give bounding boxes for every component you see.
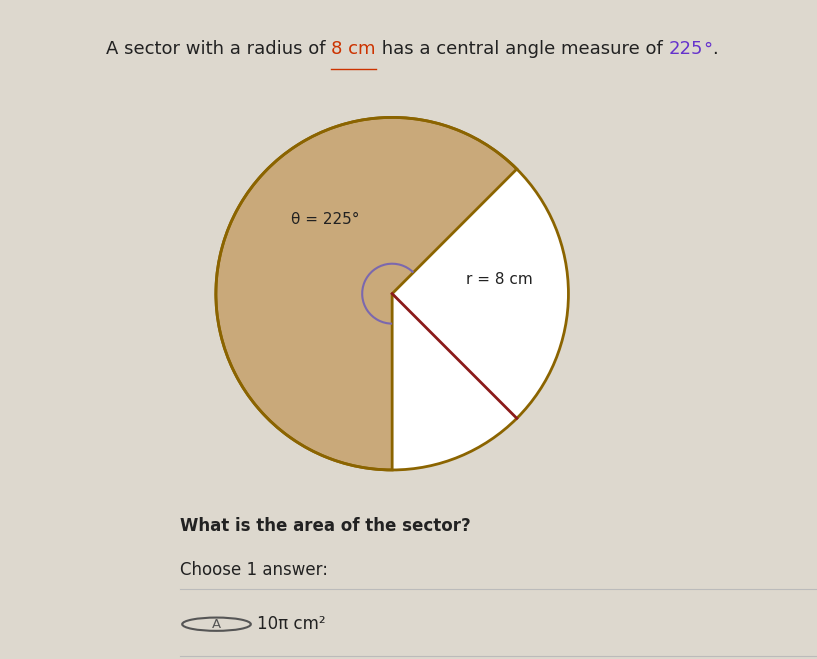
Text: 10π cm²: 10π cm² [257,616,326,633]
Text: r = 8 cm: r = 8 cm [467,272,533,287]
Text: What is the area of the sector?: What is the area of the sector? [180,517,471,534]
Text: 225: 225 [668,40,703,59]
Text: A: A [212,617,221,631]
Text: 8 cm: 8 cm [332,40,376,59]
Text: .: . [712,40,718,59]
Text: has a central angle measure of: has a central angle measure of [376,40,668,59]
Text: °: ° [703,40,712,59]
Wedge shape [216,117,517,470]
Circle shape [216,117,569,470]
Text: Choose 1 answer:: Choose 1 answer: [180,561,328,579]
Text: θ = 225°: θ = 225° [291,212,359,227]
Text: A sector with a radius of: A sector with a radius of [106,40,332,59]
